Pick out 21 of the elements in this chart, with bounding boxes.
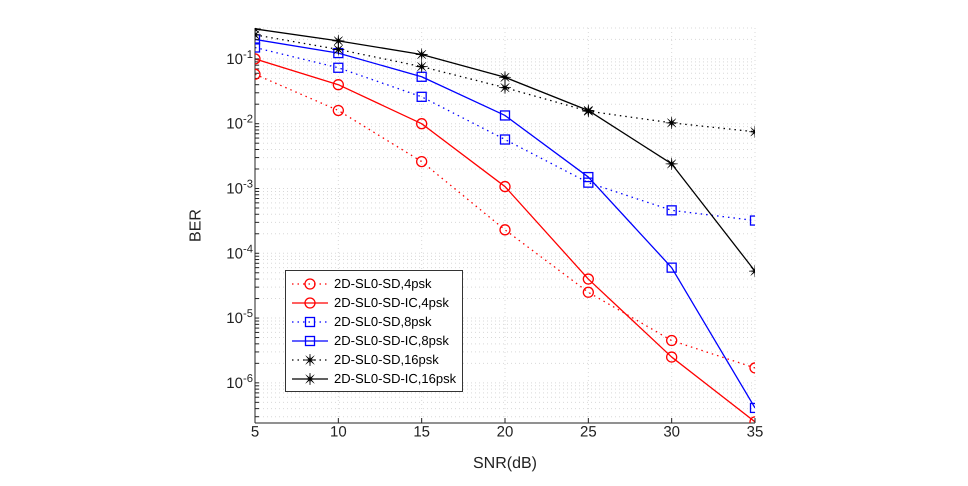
x-tick-label: 5 xyxy=(250,424,260,441)
x-axis-title: SNR(dB) xyxy=(472,455,538,472)
y-tick-label: 10$^{-3}$ xyxy=(226,178,253,198)
y-axis-title: BER xyxy=(188,209,205,242)
x-tick-label: 10 xyxy=(330,424,347,441)
y-tick-label: 10$^{-6}$ xyxy=(226,372,253,392)
y-tick-label: 10$^{-4}$ xyxy=(226,243,253,262)
legend-label: 2D-SL0-SD-IC,8psk xyxy=(334,333,449,348)
y-tick-label: 10$^{-2}$ xyxy=(226,114,253,133)
legend-label: 2D-SL0-SD-IC,16psk xyxy=(334,371,456,386)
legend-label: 2D-SL0-SD,8psk xyxy=(334,314,432,329)
legend-label: 2D-SL0-SD-IC,4psk xyxy=(334,295,449,310)
x-tick-label: 35 xyxy=(746,424,764,441)
legend-label: 2D-SL0-SD,16psk xyxy=(334,352,439,367)
y-tick-label: 10$^{-5}$ xyxy=(226,308,253,328)
x-tick-label: 20 xyxy=(496,424,514,441)
x-tick-label: 25 xyxy=(580,424,597,441)
y-tick-label: 10$^{-1}$ xyxy=(226,48,253,68)
x-tick-label: 15 xyxy=(413,424,430,441)
legend-label: 2D-SL0-SD,4psk xyxy=(334,276,432,291)
x-tick-label: 30 xyxy=(663,424,680,441)
